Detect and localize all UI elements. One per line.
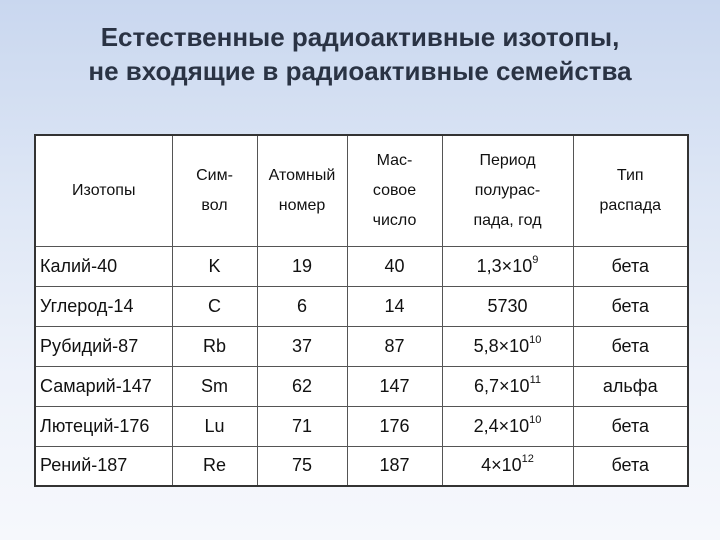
header-atomic-number: Атомный номер <box>256 134 348 247</box>
cell-half-life: 5730 <box>441 285 574 327</box>
cell-mass: 87 <box>346 325 443 367</box>
cell-half-life: 5,8×1010 <box>441 325 574 367</box>
header-isotopes: Изотопы <box>34 134 173 247</box>
header-row: Изотопы Сим- вол Атомный номер Мас- сово… <box>34 134 689 247</box>
cell-decay: бета <box>572 285 689 327</box>
cell-symbol: Lu <box>171 405 258 447</box>
table-row: Рений-187 Re 75 187 4×1012 бета <box>34 445 689 487</box>
cell-half-life: 1,3×109 <box>441 245 574 287</box>
cell-atomic: 75 <box>256 445 348 487</box>
cell-isotope: Самарий-147 <box>34 365 173 407</box>
title-line-1: Естественные радиоактивные изотопы, <box>100 22 620 52</box>
title-line-2: не входящие в радиоактивные семейства <box>88 56 632 86</box>
cell-atomic: 6 <box>256 285 348 327</box>
cell-decay: бета <box>572 245 689 287</box>
table-row: Самарий-147 Sm 62 147 6,7×1011 альфа <box>34 365 689 407</box>
slide-title: Естественные радиоактивные изотопы, не в… <box>0 20 720 88</box>
cell-isotope: Лютеций-176 <box>34 405 173 447</box>
cell-isotope: Рений-187 <box>34 445 173 487</box>
cell-symbol: C <box>171 285 258 327</box>
cell-symbol: Sm <box>171 365 258 407</box>
cell-atomic: 19 <box>256 245 348 287</box>
cell-symbol: K <box>171 245 258 287</box>
cell-atomic: 62 <box>256 365 348 407</box>
cell-decay: бета <box>572 405 689 447</box>
cell-mass: 187 <box>346 445 443 487</box>
cell-decay: бета <box>572 325 689 367</box>
header-mass-number: Мас- совое число <box>346 134 443 247</box>
header-symbol: Сим- вол <box>171 134 258 247</box>
cell-half-life: 4×1012 <box>441 445 574 487</box>
cell-decay: альфа <box>572 365 689 407</box>
header-half-life: Период полурас- пада, год <box>441 134 574 247</box>
cell-mass: 147 <box>346 365 443 407</box>
cell-isotope: Рубидий-87 <box>34 325 173 367</box>
table-row: Лютеций-176 Lu 71 176 2,4×1010 бета <box>34 405 689 447</box>
cell-half-life: 6,7×1011 <box>441 365 574 407</box>
cell-mass: 14 <box>346 285 443 327</box>
table-row: Углерод-14 C 6 14 5730 бета <box>34 285 689 327</box>
cell-isotope: Калий-40 <box>34 245 173 287</box>
cell-mass: 176 <box>346 405 443 447</box>
cell-decay: бета <box>572 445 689 487</box>
table-row: Рубидий-87 Rb 37 87 5,8×1010 бета <box>34 325 689 367</box>
cell-half-life: 2,4×1010 <box>441 405 574 447</box>
table-row: Калий-40 K 19 40 1,3×109 бета <box>34 245 689 287</box>
cell-atomic: 37 <box>256 325 348 367</box>
cell-mass: 40 <box>346 245 443 287</box>
cell-isotope: Углерод-14 <box>34 285 173 327</box>
isotopes-table: Изотопы Сим- вол Атомный номер Мас- сово… <box>34 134 689 487</box>
header-decay-type: Тип распада <box>572 134 689 247</box>
cell-symbol: Rb <box>171 325 258 367</box>
cell-atomic: 71 <box>256 405 348 447</box>
cell-symbol: Re <box>171 445 258 487</box>
